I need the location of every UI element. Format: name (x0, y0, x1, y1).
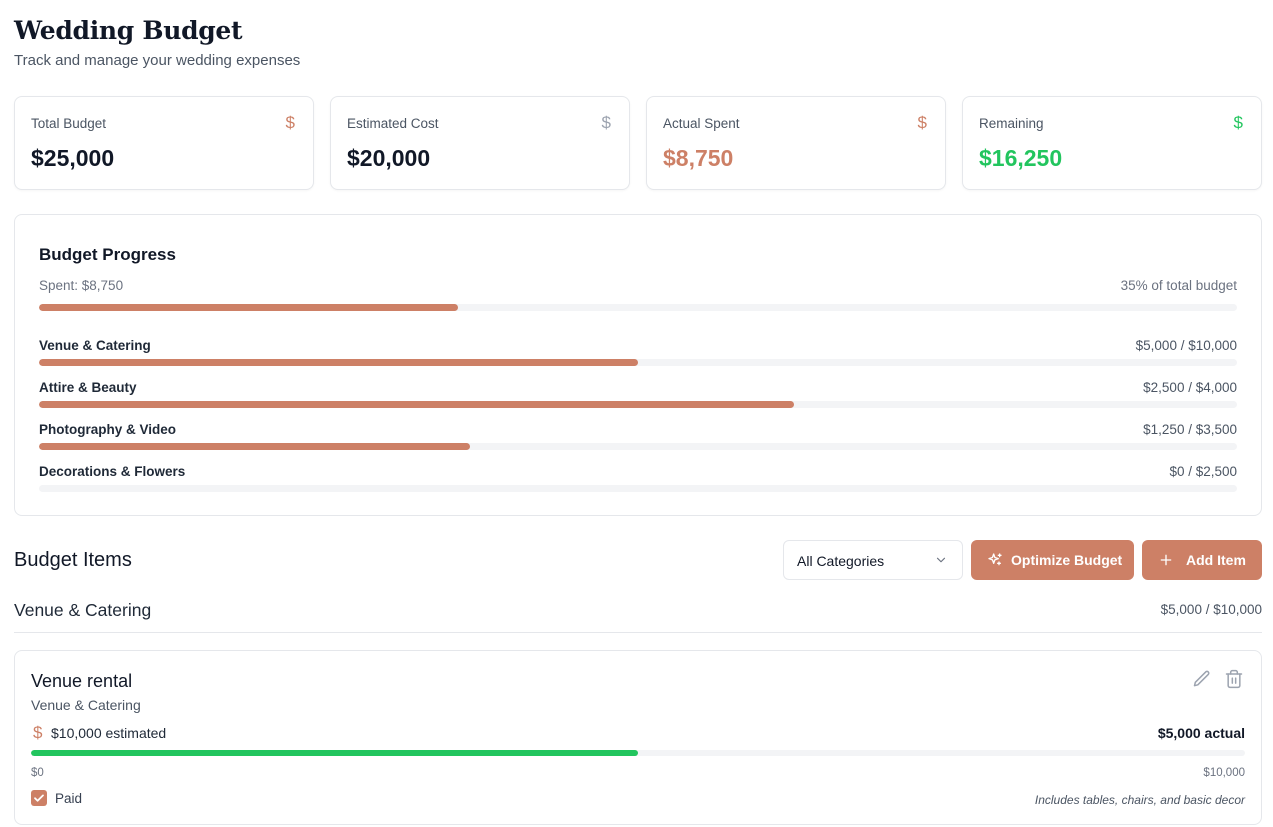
stat-card-remaining: Remaining $ $16,250 (962, 96, 1262, 190)
stat-value: $16,250 (979, 145, 1063, 171)
optimize-budget-label: Optimize Budget (1011, 552, 1123, 568)
budget-item-card: Venue rental Venue & Catering $ $10,000 … (14, 650, 1262, 825)
stat-label: Total Budget (31, 116, 107, 131)
category-progress-bar (39, 443, 1237, 450)
dollar-icon: $ (33, 723, 43, 742)
category-progress-bar (39, 485, 1237, 492)
stat-label: Actual Spent (663, 116, 740, 131)
item-progress-bar (31, 750, 1245, 756)
item-name: Venue rental (31, 671, 133, 691)
paid-checkbox[interactable] (31, 790, 47, 806)
item-actual: $5,000 actual (1157, 725, 1245, 741)
sparkles-icon (988, 553, 1002, 566)
category-progress-fill (39, 401, 794, 408)
category-amount: $5,000 / $10,000 (1135, 338, 1237, 353)
section-title: Budget Items (14, 549, 132, 571)
plus-icon (1160, 554, 1172, 566)
stat-card-actual-spent: Actual Spent $ $8,750 (646, 96, 946, 190)
check-icon (34, 794, 44, 802)
add-item-button[interactable]: Add Item (1142, 540, 1262, 580)
category-name: Decorations & Flowers (39, 464, 186, 479)
item-note: Includes tables, chairs, and basic decor (1034, 793, 1245, 807)
dollar-icon: $ (917, 113, 927, 132)
category-name: Photography & Video (39, 422, 177, 437)
category-filter-select[interactable]: All Categories (783, 540, 963, 580)
stat-value: $25,000 (31, 145, 115, 171)
progress-title: Budget Progress (39, 245, 176, 264)
trash-icon[interactable] (1224, 669, 1244, 689)
range-max: $10,000 (1203, 767, 1245, 779)
category-amount: $2,500 / $4,000 (1143, 380, 1237, 395)
optimize-budget-button[interactable]: Optimize Budget (971, 540, 1134, 580)
range-min: $0 (31, 767, 44, 779)
item-progress-fill (31, 750, 638, 756)
stat-card-estimated-cost: Estimated Cost $ $20,000 (330, 96, 630, 190)
category-progress-bar (39, 401, 1237, 408)
item-estimated: $10,000 estimated (51, 725, 167, 741)
budget-progress-card: Budget Progress Spent: $8,750 35% of tot… (14, 214, 1262, 516)
page-title: Wedding Budget (14, 16, 243, 45)
stat-label: Remaining (979, 116, 1044, 131)
category-amount: $1,250 / $3,500 (1143, 422, 1237, 437)
stat-value: $20,000 (347, 145, 431, 171)
percent-label: 35% of total budget (1120, 278, 1237, 293)
group-divider (14, 632, 1262, 633)
category-progress-bar (39, 359, 1237, 366)
stat-label: Estimated Cost (347, 116, 439, 131)
category-name: Attire & Beauty (39, 380, 137, 395)
overall-progress-fill (39, 304, 459, 311)
category-amount: $0 / $2,500 (1169, 464, 1237, 479)
page-subtitle: Track and manage your wedding expenses (14, 52, 301, 69)
dollar-icon: $ (601, 113, 611, 132)
dollar-icon: $ (285, 113, 295, 132)
item-category: Venue & Catering (31, 697, 141, 713)
edit-icon[interactable] (1192, 669, 1212, 689)
dollar-icon: $ (1233, 113, 1243, 132)
spent-label: Spent: $8,750 (39, 278, 124, 293)
group-title: Venue & Catering (14, 600, 152, 620)
paid-label: Paid (55, 791, 83, 806)
category-name: Venue & Catering (39, 338, 151, 353)
category-progress-fill (39, 359, 638, 366)
group-amount: $5,000 / $10,000 (1160, 602, 1262, 617)
category-filter-value: All Categories (797, 553, 885, 569)
stat-value: $8,750 (663, 145, 734, 171)
category-progress-fill (39, 443, 471, 450)
add-item-label: Add Item (1186, 552, 1246, 568)
stat-card-total-budget: Total Budget $ $25,000 (14, 96, 314, 190)
overall-progress-bar (39, 304, 1237, 311)
chevron-down-icon (936, 557, 946, 563)
